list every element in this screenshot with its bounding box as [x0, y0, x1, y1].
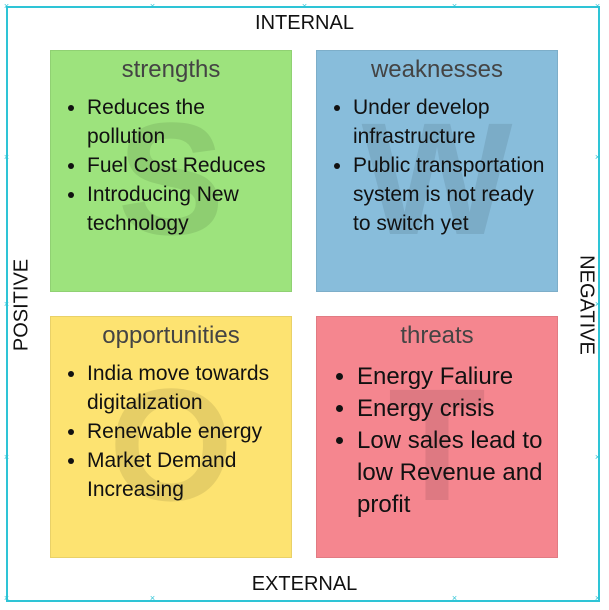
quadrant-weaknesses[interactable]: W weaknesses Under develop infrastructur… — [316, 50, 558, 292]
axis-label-external: EXTERNAL — [251, 573, 358, 595]
selection-handle-icon: × — [3, 1, 10, 11]
selection-handle-icon: × — [594, 452, 601, 462]
list-item: Reduces the pollution — [87, 93, 285, 151]
quadrant-title: threats — [400, 322, 474, 349]
list-item: Public transportation system is not read… — [353, 151, 551, 238]
selection-handle-icon: × — [301, 1, 308, 11]
list-item: Market Demand Increasing — [87, 446, 285, 504]
list-item: Fuel Cost Reduces — [87, 151, 285, 180]
selection-handle-icon: × — [594, 593, 601, 603]
axis-label-negative: NEGATIVE — [575, 255, 598, 355]
axis-label-internal: INTERNAL — [255, 12, 354, 34]
selection-handle-icon: × — [149, 593, 156, 603]
quadrant-opportunities[interactable]: O opportunities India move towards digit… — [50, 316, 292, 558]
selection-handle-icon: × — [451, 1, 458, 11]
list-item: Under develop infrastructure — [353, 93, 551, 151]
selection-handle-icon: × — [149, 1, 156, 11]
list-item: Renewable energy — [87, 417, 285, 446]
list-item: India move towards digitalization — [87, 359, 285, 417]
bullet-list: India move towards digitalization Renewa… — [51, 359, 291, 504]
bullet-list: Reduces the pollution Fuel Cost Reduces … — [51, 93, 291, 238]
bullet-list: Under develop infrastructure Public tran… — [317, 93, 557, 238]
selection-handle-icon: × — [3, 452, 10, 462]
bullet-list: Energy Faliure Energy crisis Low sales l… — [317, 361, 557, 521]
list-item: Low sales lead to low Revenue and profit — [357, 425, 551, 521]
quadrant-strengths[interactable]: S strengths Reduces the pollution Fuel C… — [50, 50, 292, 292]
list-item: Energy Faliure — [357, 361, 551, 393]
quadrant-threats[interactable]: T threats Energy Faliure Energy crisis L… — [316, 316, 558, 558]
quadrant-title: opportunities — [102, 322, 240, 349]
selection-handle-icon: × — [3, 593, 10, 603]
list-item: Introducing New technology — [87, 180, 285, 238]
quadrant-title: weaknesses — [370, 56, 504, 83]
selection-handle-icon: × — [594, 152, 601, 162]
selection-handle-icon: × — [3, 299, 10, 309]
diagram-frame: × × × × × × × × × × × × × × × — [4, 2, 601, 603]
quadrant-title: strengths — [121, 56, 221, 83]
list-item: Energy crisis — [357, 393, 551, 425]
axis-label-positive: POSITIVE — [10, 258, 33, 352]
selection-handle-icon: × — [3, 152, 10, 162]
selection-handle-icon: × — [594, 1, 601, 11]
selection-handle-icon: × — [594, 299, 601, 309]
selection-handle-icon: × — [451, 593, 458, 603]
